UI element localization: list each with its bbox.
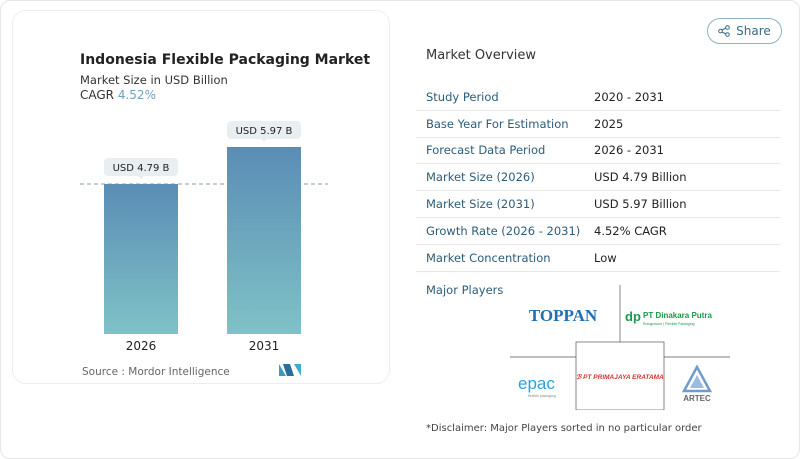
share-icon xyxy=(718,25,730,37)
cagr-label: CAGR xyxy=(80,88,115,102)
primajaya-logo: ℬ PT PRIMAJAYA ERATAMA xyxy=(576,373,664,381)
share-button[interactable]: Share xyxy=(707,18,782,44)
svg-text:dp: dp xyxy=(625,309,641,324)
row-value: 2026 - 2031 xyxy=(594,143,664,158)
dinakara-logo: PT Dinakara Putra xyxy=(643,311,712,320)
overview-row: Market Size (2031) USD 5.97 Billion xyxy=(416,191,780,218)
row-value: USD 4.79 Billion xyxy=(594,170,687,185)
share-label: Share xyxy=(736,24,771,38)
major-players-title: Major Players xyxy=(426,283,504,297)
data-label: USD 4.79 B xyxy=(113,163,170,174)
chart-subtitle: Market Size in USD Billion xyxy=(80,73,228,87)
disclaimer: *Disclaimer: Major Players sorted in no … xyxy=(426,423,702,434)
overview-table: Study Period 2020 - 2031 Base Year For Est… xyxy=(416,84,780,272)
cagr: CAGR 4.52% xyxy=(80,88,156,102)
cagr-value: 4.52% xyxy=(117,88,156,102)
row-value: Low xyxy=(594,250,617,265)
svg-text:Rotogravure | Flexible Packagi: Rotogravure | Flexible Packaging xyxy=(643,322,695,326)
data-label-pointer xyxy=(138,175,144,179)
overview-title: Market Overview xyxy=(426,48,537,63)
row-value: 2025 xyxy=(594,116,624,131)
svg-text:flexible packaging: flexible packaging xyxy=(528,394,556,398)
epac-logo: epac xyxy=(518,374,555,393)
row-key: Market Size (2026) xyxy=(426,170,535,185)
overview-row: Market Size (2026) USD 4.79 Billion xyxy=(416,164,780,192)
data-label-pointer xyxy=(261,139,267,142)
major-players-logos: TOPPAN dp PT Dinakara Putra Rotogravure … xyxy=(510,285,730,410)
row-key: Base Year For Estimation xyxy=(426,116,569,131)
row-key: Market Concentration xyxy=(426,250,551,265)
overview-row: Base Year For Estimation 2025 xyxy=(416,111,780,138)
overview-row: Growth Rate (2026 - 2031) 4.52% CAGR xyxy=(416,218,780,245)
data-label: USD 5.97 B xyxy=(236,126,293,137)
mordor-logo-icon xyxy=(279,364,301,376)
row-key: Growth Rate (2026 - 2031) xyxy=(426,223,581,238)
row-value: USD 5.97 Billion xyxy=(594,197,687,212)
overview-row: Study Period 2020 - 2031 xyxy=(416,84,780,111)
row-value: 2020 - 2031 xyxy=(594,89,664,104)
data-label-bg xyxy=(104,157,178,176)
artec-logo: ARTEC xyxy=(683,394,711,403)
row-key: Study Period xyxy=(426,89,499,104)
toppan-logo: TOPPAN xyxy=(529,306,598,325)
bar-chart: USD 4.79 B 2026 USD 5.97 B 2031 xyxy=(80,121,328,353)
overview-row: Forecast Data Period 2026 - 2031 xyxy=(416,138,780,165)
x-tick-label: 2026 xyxy=(126,339,157,353)
data-label-bg xyxy=(227,121,301,139)
row-key: Market Size (2031) xyxy=(426,197,535,212)
overview-row: Market Concentration Low xyxy=(416,245,780,272)
row-value: 4.52% CAGR xyxy=(594,223,667,238)
x-tick-label: 2031 xyxy=(249,339,280,353)
source-text: Source : Mordor Intelligence xyxy=(82,366,230,378)
row-key: Forecast Data Period xyxy=(426,143,546,158)
bar-2031 xyxy=(227,147,301,334)
chart-card xyxy=(12,10,390,384)
chart-title: Indonesia Flexible Packaging Market xyxy=(80,52,371,68)
bar-2026 xyxy=(104,183,178,334)
